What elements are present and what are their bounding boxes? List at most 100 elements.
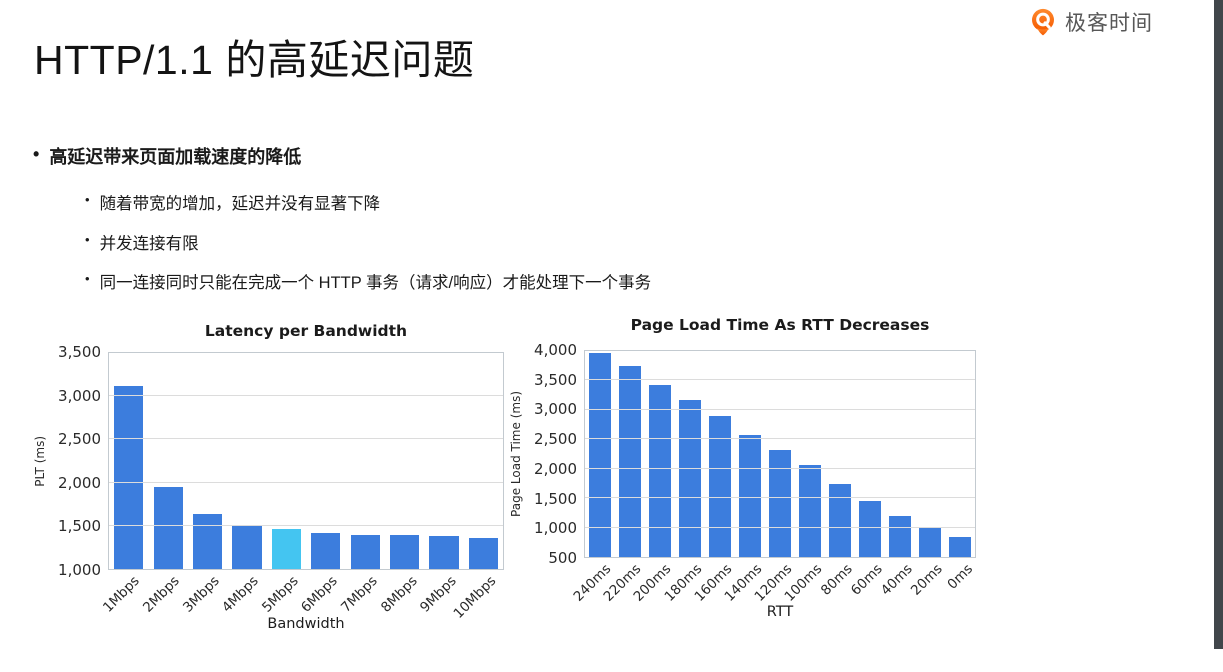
y-tick-label: 3,000: [534, 400, 577, 419]
bullet-sub-1-text: 随着带宽的增加，延迟并没有显著下降: [99, 195, 381, 213]
bar-40ms: [889, 515, 911, 557]
page-title: HTTP/1.1 的高延迟问题: [34, 37, 475, 83]
bar-240ms: [589, 352, 611, 557]
x-axis-title: Bandwidth: [267, 616, 345, 632]
y-tick-label: 4,000: [534, 341, 577, 359]
bar-3Mbps: [192, 513, 223, 569]
gridline: [585, 497, 975, 499]
gridline: [585, 408, 975, 410]
bar-2Mbps: [153, 486, 183, 569]
bar-slot: [915, 351, 945, 557]
bar-1Mbps: [114, 385, 144, 569]
bullet-marker: •: [85, 192, 90, 207]
x-tick-label: 3Mbps: [179, 573, 223, 616]
geektime-logo-text: 极客时间: [1065, 12, 1153, 35]
y-tick-label: 1,500: [58, 517, 101, 536]
y-axis-ticks: 500 1,000 1,500 2,000 2,500 3,000 3,500 4,000: [526, 342, 584, 566]
bar-4Mbps: [232, 525, 262, 569]
bar-slot: [306, 353, 345, 569]
bar-slot: [424, 353, 463, 569]
bar-slot: [109, 353, 148, 569]
bar-5Mbps: [271, 529, 301, 569]
x-tick-label: 20ms: [908, 561, 947, 599]
y-tick-label: 3,500: [58, 343, 101, 361]
bar-slot: [585, 351, 615, 557]
x-tick-label: 40ms: [878, 561, 916, 599]
bar-100ms: [799, 465, 821, 557]
y-tick-label: 500: [548, 549, 577, 567]
bar-6Mbps: [311, 532, 341, 569]
plot-area: [108, 352, 504, 570]
bar-slot: [795, 351, 825, 557]
bullet-sub-1: • 随着带宽的增加，延迟并没有显著下降: [85, 190, 380, 214]
chart-title: Page Load Time As RTT Decreases: [630, 316, 930, 334]
bar-120ms: [769, 449, 791, 557]
x-tick-label: 10Mbps: [450, 573, 500, 622]
bars: [585, 351, 975, 557]
x-tick-label: 8Mbps: [377, 573, 421, 616]
bar-slot: [615, 351, 645, 557]
gridline: [585, 438, 975, 440]
bar-slot: [385, 353, 424, 569]
chart-page-load-time-rtt: Page Load Time As RTT Decreases Page Loa…: [506, 316, 976, 620]
bar-slot: [267, 353, 306, 569]
gridline: [109, 395, 503, 397]
y-axis-ticks: 1,000 1,500 2,000 2,500 3,000 3,500: [50, 344, 108, 578]
bullet-main: • 高延迟带来页面加载速度的降低: [33, 143, 301, 169]
y-tick-label: 2,500: [534, 430, 577, 449]
bar-200ms: [649, 385, 671, 557]
x-axis-title: RTT: [766, 604, 794, 620]
x-tick-label: 80ms: [817, 561, 856, 599]
gridline: [585, 467, 975, 469]
gridline: [109, 524, 503, 526]
plot-area: [584, 350, 976, 558]
bar-220ms: [619, 366, 641, 557]
bar-slot: [945, 351, 975, 557]
bar-10Mbps: [468, 537, 498, 569]
bar-0ms: [949, 537, 971, 557]
bullet-marker: •: [85, 271, 90, 286]
x-tick-label: 7Mbps: [337, 573, 381, 616]
bar-slot: [855, 351, 885, 557]
bar-60ms: [859, 500, 881, 557]
x-tick-label: 5Mbps: [258, 573, 302, 616]
bar-slot: [705, 351, 735, 557]
y-tick-label: 2,000: [534, 459, 577, 478]
bar-160ms: [709, 416, 731, 557]
bar-9Mbps: [429, 536, 459, 569]
bar-slot: [464, 353, 503, 569]
bar-slot: [148, 353, 187, 569]
bar-slot: [825, 351, 855, 557]
gridline: [585, 379, 975, 381]
bar-slot: [765, 351, 795, 557]
x-axis-ticks: 1Mbps 2Mbps 3Mbps 4Mbps 5Mbps 6Mbps 7Mbps 8Mbps…: [100, 570, 504, 622]
gridline: [585, 526, 975, 528]
x-tick-label: 6Mbps: [298, 573, 342, 616]
x-axis-ticks: 240ms 220ms 200ms 180ms 160ms 140ms 120ms 100ms…: [571, 558, 977, 605]
bars: [109, 353, 503, 569]
bar-180ms: [679, 399, 701, 557]
x-tick-label: 4Mbps: [219, 573, 262, 616]
x-tick-label: 0ms: [944, 561, 977, 593]
x-tick-label: 1Mbps: [100, 573, 144, 616]
geektime-logo: 极客时间: [1028, 7, 1153, 37]
bar-slot: [188, 353, 227, 569]
bar-slot: [885, 351, 915, 557]
bar-slot: [645, 351, 675, 557]
bullet-sub-2-text: 并发连接有限: [99, 235, 199, 253]
bullet-sub-3-text: 同一连接同时只能在完成一个 HTTP 事务（请求/响应）才能处理下一个事务: [99, 274, 652, 292]
chart-title: Latency per Bandwidth: [204, 322, 408, 340]
y-tick-label: 1,000: [534, 519, 577, 538]
bullet-main-text: 高延迟带来页面加载速度的降低: [49, 147, 302, 167]
y-tick-label: 1,000: [58, 561, 101, 579]
geektime-logo-icon: [1032, 8, 1054, 36]
window-side-strip: [1214, 0, 1223, 649]
y-axis-title: PLT (ms): [33, 435, 47, 487]
y-tick-label: 2,500: [58, 430, 101, 449]
chart-latency-per-bandwidth: Latency per Bandwidth PLT (ms) 1,000 1,50…: [30, 322, 504, 632]
y-tick-label: 1,500: [534, 489, 577, 508]
bullet-marker: •: [33, 144, 40, 164]
bullet-sub-2: • 并发连接有限: [85, 230, 199, 254]
bullet-sub-3: • 同一连接同时只能在完成一个 HTTP 事务（请求/响应）才能处理下一个事务: [85, 269, 651, 293]
